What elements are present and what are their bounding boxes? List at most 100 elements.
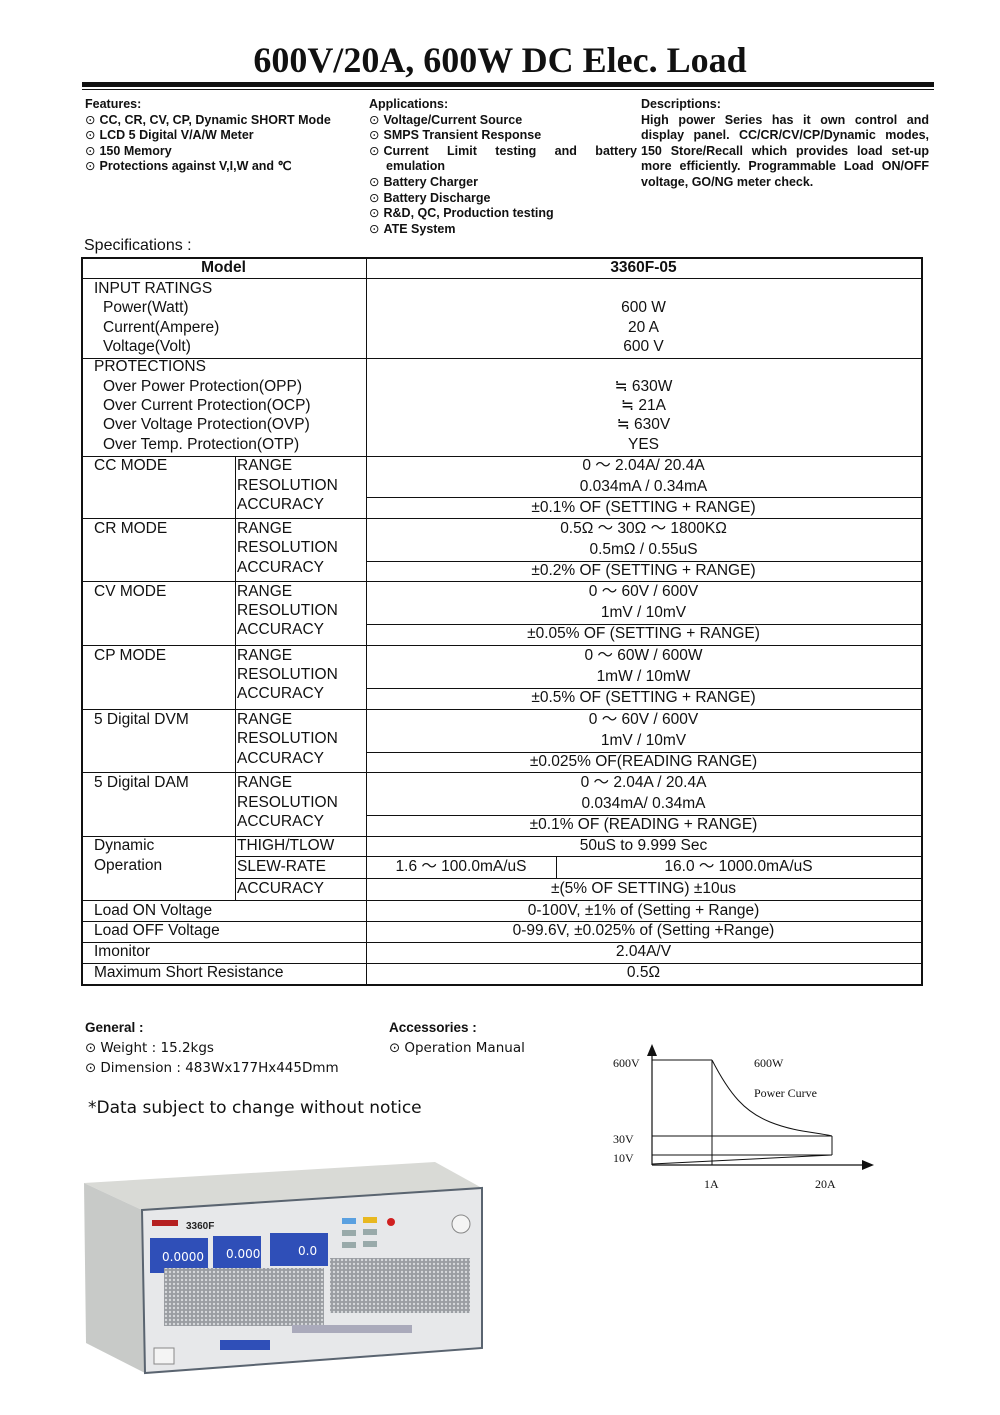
model-value: 3360F-05 bbox=[610, 259, 677, 276]
mode-param-value: 0 ～ 2.04A / 20.4A bbox=[580, 774, 707, 791]
input-ratings-title: INPUT RATINGS bbox=[94, 280, 213, 297]
product-photo: 3360F 0.0000 0.000 0.0 bbox=[84, 1162, 483, 1375]
power-curve-label: Power Curve bbox=[754, 1086, 817, 1100]
mode-param-label: RANGE bbox=[237, 520, 293, 537]
i-label-20a: 20A bbox=[815, 1177, 836, 1191]
table-rule bbox=[81, 709, 922, 710]
mode-param-value: ±0.025% OF(READING RANGE) bbox=[529, 753, 758, 770]
power-display bbox=[270, 1233, 328, 1266]
panel-button bbox=[342, 1230, 356, 1236]
mode-param-label: RANGE bbox=[237, 457, 293, 474]
table-rule bbox=[366, 752, 922, 753]
table-rule bbox=[366, 497, 922, 498]
table-rule bbox=[81, 456, 922, 457]
slew-rate-high: 16.0 ～ 1000.0mA/uS bbox=[664, 858, 813, 875]
voltage-readout: 0.0000 bbox=[162, 1250, 204, 1264]
dynamic-name: Dynamic bbox=[94, 837, 155, 854]
panel-button bbox=[363, 1241, 377, 1247]
general-item: Weight : 15.2kgs bbox=[85, 1038, 339, 1058]
table-rule bbox=[235, 856, 922, 857]
mode-param-value: 0 ～ 60W / 600W bbox=[584, 647, 703, 664]
accessories-heading: Accessories : bbox=[389, 1020, 477, 1035]
general-item: Dimension : 483Wx177Hx445Dmm bbox=[85, 1058, 338, 1078]
protection-value: ≒ 21A bbox=[621, 397, 666, 414]
power-curve-diagram: 600V 30V 10V 1A 20A 600W Power Curve bbox=[613, 1044, 874, 1191]
dynamic-param-value: ±(5% OF SETTING) ±10us bbox=[551, 880, 736, 897]
power-switch bbox=[153, 1347, 175, 1365]
mode-param-value: 0 ～ 2.04A/ 20.4A bbox=[582, 457, 705, 474]
page-title: 600V/20A, 600W DC Elec. Load bbox=[253, 40, 747, 80]
slew-rate-low: 1.6 ～ 100.0mA/uS bbox=[395, 858, 527, 875]
mode-param-label: ACCURACY bbox=[237, 750, 324, 767]
misc-spec-value: 0-100V, ±1% of (Setting + Range) bbox=[527, 902, 760, 919]
application-item: Battery Charger bbox=[369, 175, 637, 191]
model-logo-text: 3360F bbox=[186, 1221, 214, 1232]
i-label-1a: 1A bbox=[704, 1177, 719, 1191]
table-rule bbox=[921, 257, 922, 986]
mode-param-value: ±0.1% OF (SETTING + RANGE) bbox=[531, 499, 756, 516]
voltage-display bbox=[150, 1238, 208, 1273]
current-readout: 0.000 bbox=[226, 1247, 260, 1261]
mode-param-label: RESOLUTION bbox=[237, 730, 338, 747]
table-rule bbox=[81, 257, 922, 259]
table-rule bbox=[366, 561, 922, 562]
panel-button bbox=[363, 1229, 377, 1235]
unit-side bbox=[84, 1183, 145, 1373]
power-readout: 0.0 bbox=[298, 1244, 317, 1258]
small-lcd bbox=[220, 1340, 270, 1350]
table-rule bbox=[81, 278, 922, 279]
table-rule bbox=[81, 581, 922, 582]
v-label-30: 30V bbox=[613, 1132, 634, 1146]
mode-param-label: RANGE bbox=[237, 583, 293, 600]
general-section: General : Weight : 15.2kgs Dimension : 4… bbox=[85, 1018, 339, 1078]
application-item: Current Limit testing and battery emulat… bbox=[369, 144, 637, 175]
misc-spec-value: 2.04A/V bbox=[615, 943, 672, 960]
dynamic-param-label: SLEW-RATE bbox=[237, 858, 326, 875]
table-rule bbox=[366, 688, 922, 689]
mode-param-label: RANGE bbox=[237, 647, 293, 664]
misc-spec-label: Imonitor bbox=[94, 943, 150, 960]
mode-param-label: RESOLUTION bbox=[237, 602, 338, 619]
mode-param-label: RESOLUTION bbox=[237, 794, 338, 811]
mode-param-value: 1mV / 10mV bbox=[600, 732, 687, 749]
mode-param-value: 0 ～ 60V / 600V bbox=[588, 711, 699, 728]
table-rule bbox=[81, 645, 922, 646]
vent-grille-right bbox=[330, 1258, 470, 1313]
title-rule bbox=[82, 82, 934, 87]
mode-param-value: ±0.2% OF (SETTING + RANGE) bbox=[531, 562, 756, 579]
application-item: R&D, QC, Production testing bbox=[369, 206, 637, 222]
mode-param-label: RANGE bbox=[237, 774, 293, 791]
mode-name: 5 Digital DAM bbox=[94, 774, 189, 791]
protection-label: Over Voltage Protection(OVP) bbox=[103, 416, 310, 433]
input-rating-label: Voltage(Volt) bbox=[103, 338, 191, 355]
application-item: Battery Discharge bbox=[369, 191, 637, 207]
protection-value: ≒ 630V bbox=[616, 416, 671, 433]
channel-buttons bbox=[292, 1325, 412, 1333]
table-rule bbox=[556, 856, 557, 878]
mode-param-label: RESOLUTION bbox=[237, 539, 338, 556]
mode-param-label: ACCURACY bbox=[237, 621, 324, 638]
mode-param-label: ACCURACY bbox=[237, 559, 324, 576]
mode-param-label: ACCURACY bbox=[237, 685, 324, 702]
vent-grille-left bbox=[164, 1268, 324, 1326]
descriptions-section: Descriptions: High power Series has it o… bbox=[641, 97, 929, 191]
descriptions-heading: Descriptions: bbox=[641, 97, 721, 111]
mode-param-value: ±0.1% OF (READING + RANGE) bbox=[529, 816, 758, 833]
mode-param-value: 0.034mA / 0.34mA bbox=[579, 478, 708, 495]
table-rule bbox=[81, 358, 922, 359]
v-label-10: 10V bbox=[613, 1151, 634, 1165]
mode-param-value: ±0.05% OF (SETTING + RANGE) bbox=[527, 625, 760, 642]
mode-name: CV MODE bbox=[94, 583, 167, 600]
general-heading: General : bbox=[85, 1020, 144, 1035]
table-rule bbox=[81, 921, 922, 922]
mode-param-label: ACCURACY bbox=[237, 813, 324, 830]
misc-spec-label: Load OFF Voltage bbox=[94, 922, 220, 939]
descriptions-text: High power Series has it own control and… bbox=[641, 112, 929, 189]
input-rating-value: 600 W bbox=[621, 299, 666, 316]
table-rule bbox=[81, 900, 922, 901]
feature-item: Protections against V,I,W and ℃ bbox=[85, 159, 360, 175]
dynamic-param-value: 50uS to 9.999 Sec bbox=[579, 837, 708, 854]
mode-param-value: 0 ～ 60V / 600V bbox=[588, 583, 699, 600]
v-axis-arrow-icon bbox=[647, 1044, 657, 1056]
dynamic-name: Operation bbox=[94, 857, 163, 874]
